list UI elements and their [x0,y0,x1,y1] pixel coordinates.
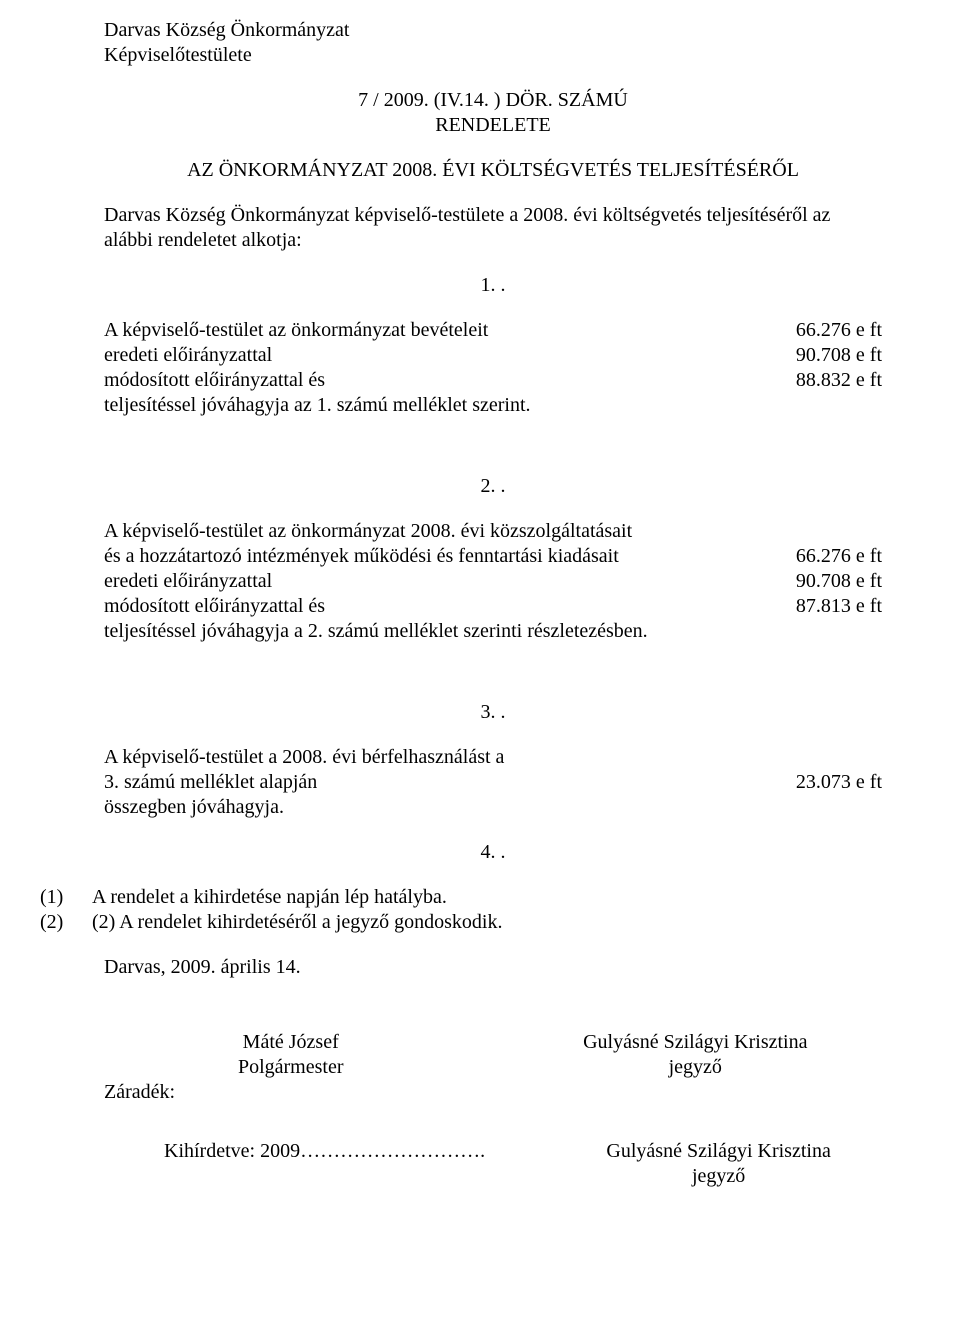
zaradek-label: Záradék: [104,1080,882,1105]
s2-row-2: eredeti előirányzattal 90.708 e ft [104,569,882,594]
decree-word: RENDELETE [104,113,882,138]
footer-row: Kihírdetve: 2009………………………. Gulyásné Szil… [104,1139,882,1189]
s1-row-2: eredeti előirányzattal 90.708 e ft [104,343,882,368]
footer-right: Gulyásné Szilágyi Krisztina jegyző [555,1139,882,1189]
section-2-num: 2. . [104,474,882,499]
footer-right-title: jegyző [555,1164,882,1189]
s4-item-1-text: A rendelet a kihirdetése napján lép hatá… [92,885,882,910]
org-line-2: Képviselőtestülete [104,43,882,68]
section-4-num: 4. . [104,840,882,865]
s1-row-3: módosított előirányzattal és 88.832 e ft [104,368,882,393]
signature-right: Gulyásné Szilágyi Krisztina jegyző [509,1030,882,1080]
s1-row-2-right: 90.708 e ft [796,343,882,368]
s2-intro: A képviselő-testület az önkormányzat 200… [104,519,882,544]
s4-item-1: (1) A rendelet a kihirdetése napján lép … [40,885,882,910]
s1-row-1-right: 66.276 e ft [796,318,882,343]
signature-left: Máté József Polgármester [104,1030,477,1080]
s2-row-3: módosított előirányzattal és 87.813 e ft [104,594,882,619]
s1-row-1: A képviselő-testület az önkormányzat bev… [104,318,882,343]
s4-item-2-text: (2) A rendelet kihirdetéséről a jegyző g… [92,910,882,935]
s1-row-3-left: módosított előirányzattal és [104,368,796,393]
s1-row-2-left: eredeti előirányzattal [104,343,796,368]
s1-row-1-left: A képviselő-testület az önkormányzat bev… [104,318,796,343]
s2-row-2-right: 90.708 e ft [796,569,882,594]
date-place: Darvas, 2009. április 14. [104,955,882,980]
sig-right-title: jegyző [509,1055,882,1080]
s2-row-1-right: 66.276 e ft [796,544,882,569]
s3-row: 3. számú melléklet alapján 23.073 e ft [104,770,882,795]
sig-left-title: Polgármester [104,1055,477,1080]
signature-row: Máté József Polgármester Gulyásné Szilág… [104,1030,882,1080]
s3-line3: összegben jóváhagyja. [104,795,882,820]
decree-subject: AZ ÖNKORMÁNYZAT 2008. ÉVI KÖLTSÉGVETÉS T… [104,158,882,183]
section-3-num: 3. . [104,700,882,725]
s2-row-2-left: eredeti előirányzattal [104,569,796,594]
section-1-num: 1. . [104,273,882,298]
s3-row-left: 3. számú melléklet alapján [104,770,796,795]
s4-item-1-num: (1) [40,885,92,910]
s2-row-1: és a hozzátartozó intézmények működési é… [104,544,882,569]
s1-row-3-right: 88.832 e ft [796,368,882,393]
sig-right-name: Gulyásné Szilágyi Krisztina [509,1030,882,1055]
preamble: Darvas Község Önkormányzat képviselő-tes… [104,203,882,253]
s2-row-3-right: 87.813 e ft [796,594,882,619]
decree-number: 7 / 2009. (IV.14. ) DÖR. SZÁMÚ [104,88,882,113]
footer-right-name: Gulyásné Szilágyi Krisztina [555,1139,882,1164]
sig-left-name: Máté József [104,1030,477,1055]
s3-row-right: 23.073 e ft [796,770,882,795]
s2-tail: teljesítéssel jóváhagyja a 2. számú mell… [104,619,882,644]
org-line-1: Darvas Község Önkormányzat [104,18,882,43]
footer-left: Kihírdetve: 2009………………………. [104,1139,485,1164]
s2-row-3-left: módosított előirányzattal és [104,594,796,619]
s4-item-2: (2) (2) A rendelet kihirdetéséről a jegy… [40,910,882,935]
s1-tail: teljesítéssel jóváhagyja az 1. számú mel… [104,393,882,418]
s2-row-1-left: és a hozzátartozó intézmények működési é… [104,544,796,569]
s4-item-2-num: (2) [40,910,92,935]
s3-line1: A képviselő-testület a 2008. évi bérfelh… [104,745,882,770]
